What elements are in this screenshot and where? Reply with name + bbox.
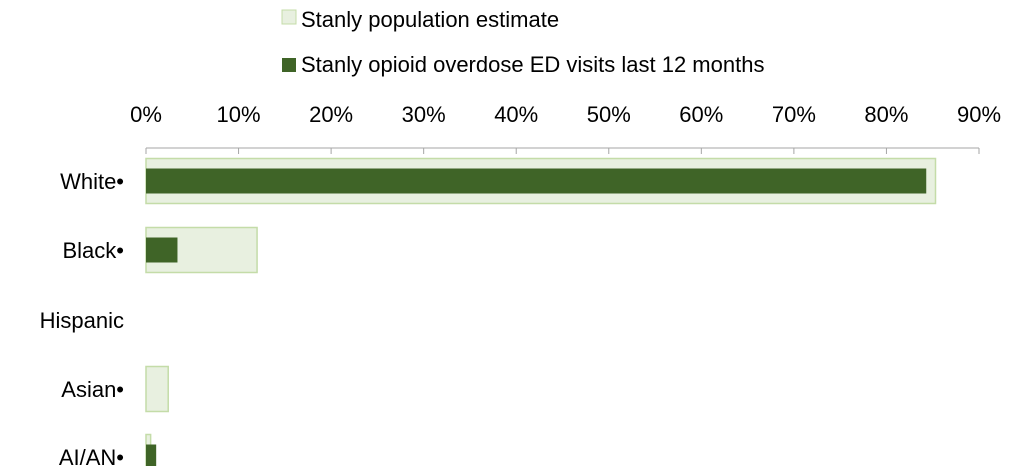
- category-label: AI/AN•: [59, 445, 124, 466]
- category-label: White•: [60, 169, 124, 194]
- x-tick-label: 70%: [772, 102, 816, 127]
- bars: [145, 157, 937, 466]
- legend-swatch-ed-visits: [282, 58, 296, 72]
- x-tick-label: 10%: [217, 102, 261, 127]
- x-tick-label: 0%: [130, 102, 162, 127]
- category-label: Asian•: [61, 377, 124, 402]
- x-tick-label: 80%: [864, 102, 908, 127]
- legend-swatch-population: [281, 9, 297, 25]
- x-tick-label: 30%: [402, 102, 446, 127]
- x-axis: 0% 10% 20% 30% 40% 50% 60% 70% 80% 90%: [130, 102, 1001, 154]
- x-tick-label: 50%: [587, 102, 631, 127]
- category-label: Black•: [63, 238, 125, 263]
- bar-population: [145, 365, 169, 413]
- x-tick-label: 20%: [309, 102, 353, 127]
- legend-label-population: Stanly population estimate: [301, 7, 559, 32]
- bar-ed-visits: [146, 444, 157, 466]
- bar-ed-visits: [146, 237, 178, 263]
- x-tick-label: 60%: [679, 102, 723, 127]
- bar-ed-visits: [146, 168, 927, 194]
- category-label: Hispanic: [40, 308, 124, 333]
- x-tick-label: 90%: [957, 102, 1001, 127]
- x-tick-label: 40%: [494, 102, 538, 127]
- legend-label-ed-visits: Stanly opioid overdose ED visits last 12…: [301, 52, 764, 77]
- category-labels: White• Black• Hispanic Asian• AI/AN•: [40, 169, 124, 466]
- legend: Stanly population estimate Stanly opioid…: [281, 7, 764, 77]
